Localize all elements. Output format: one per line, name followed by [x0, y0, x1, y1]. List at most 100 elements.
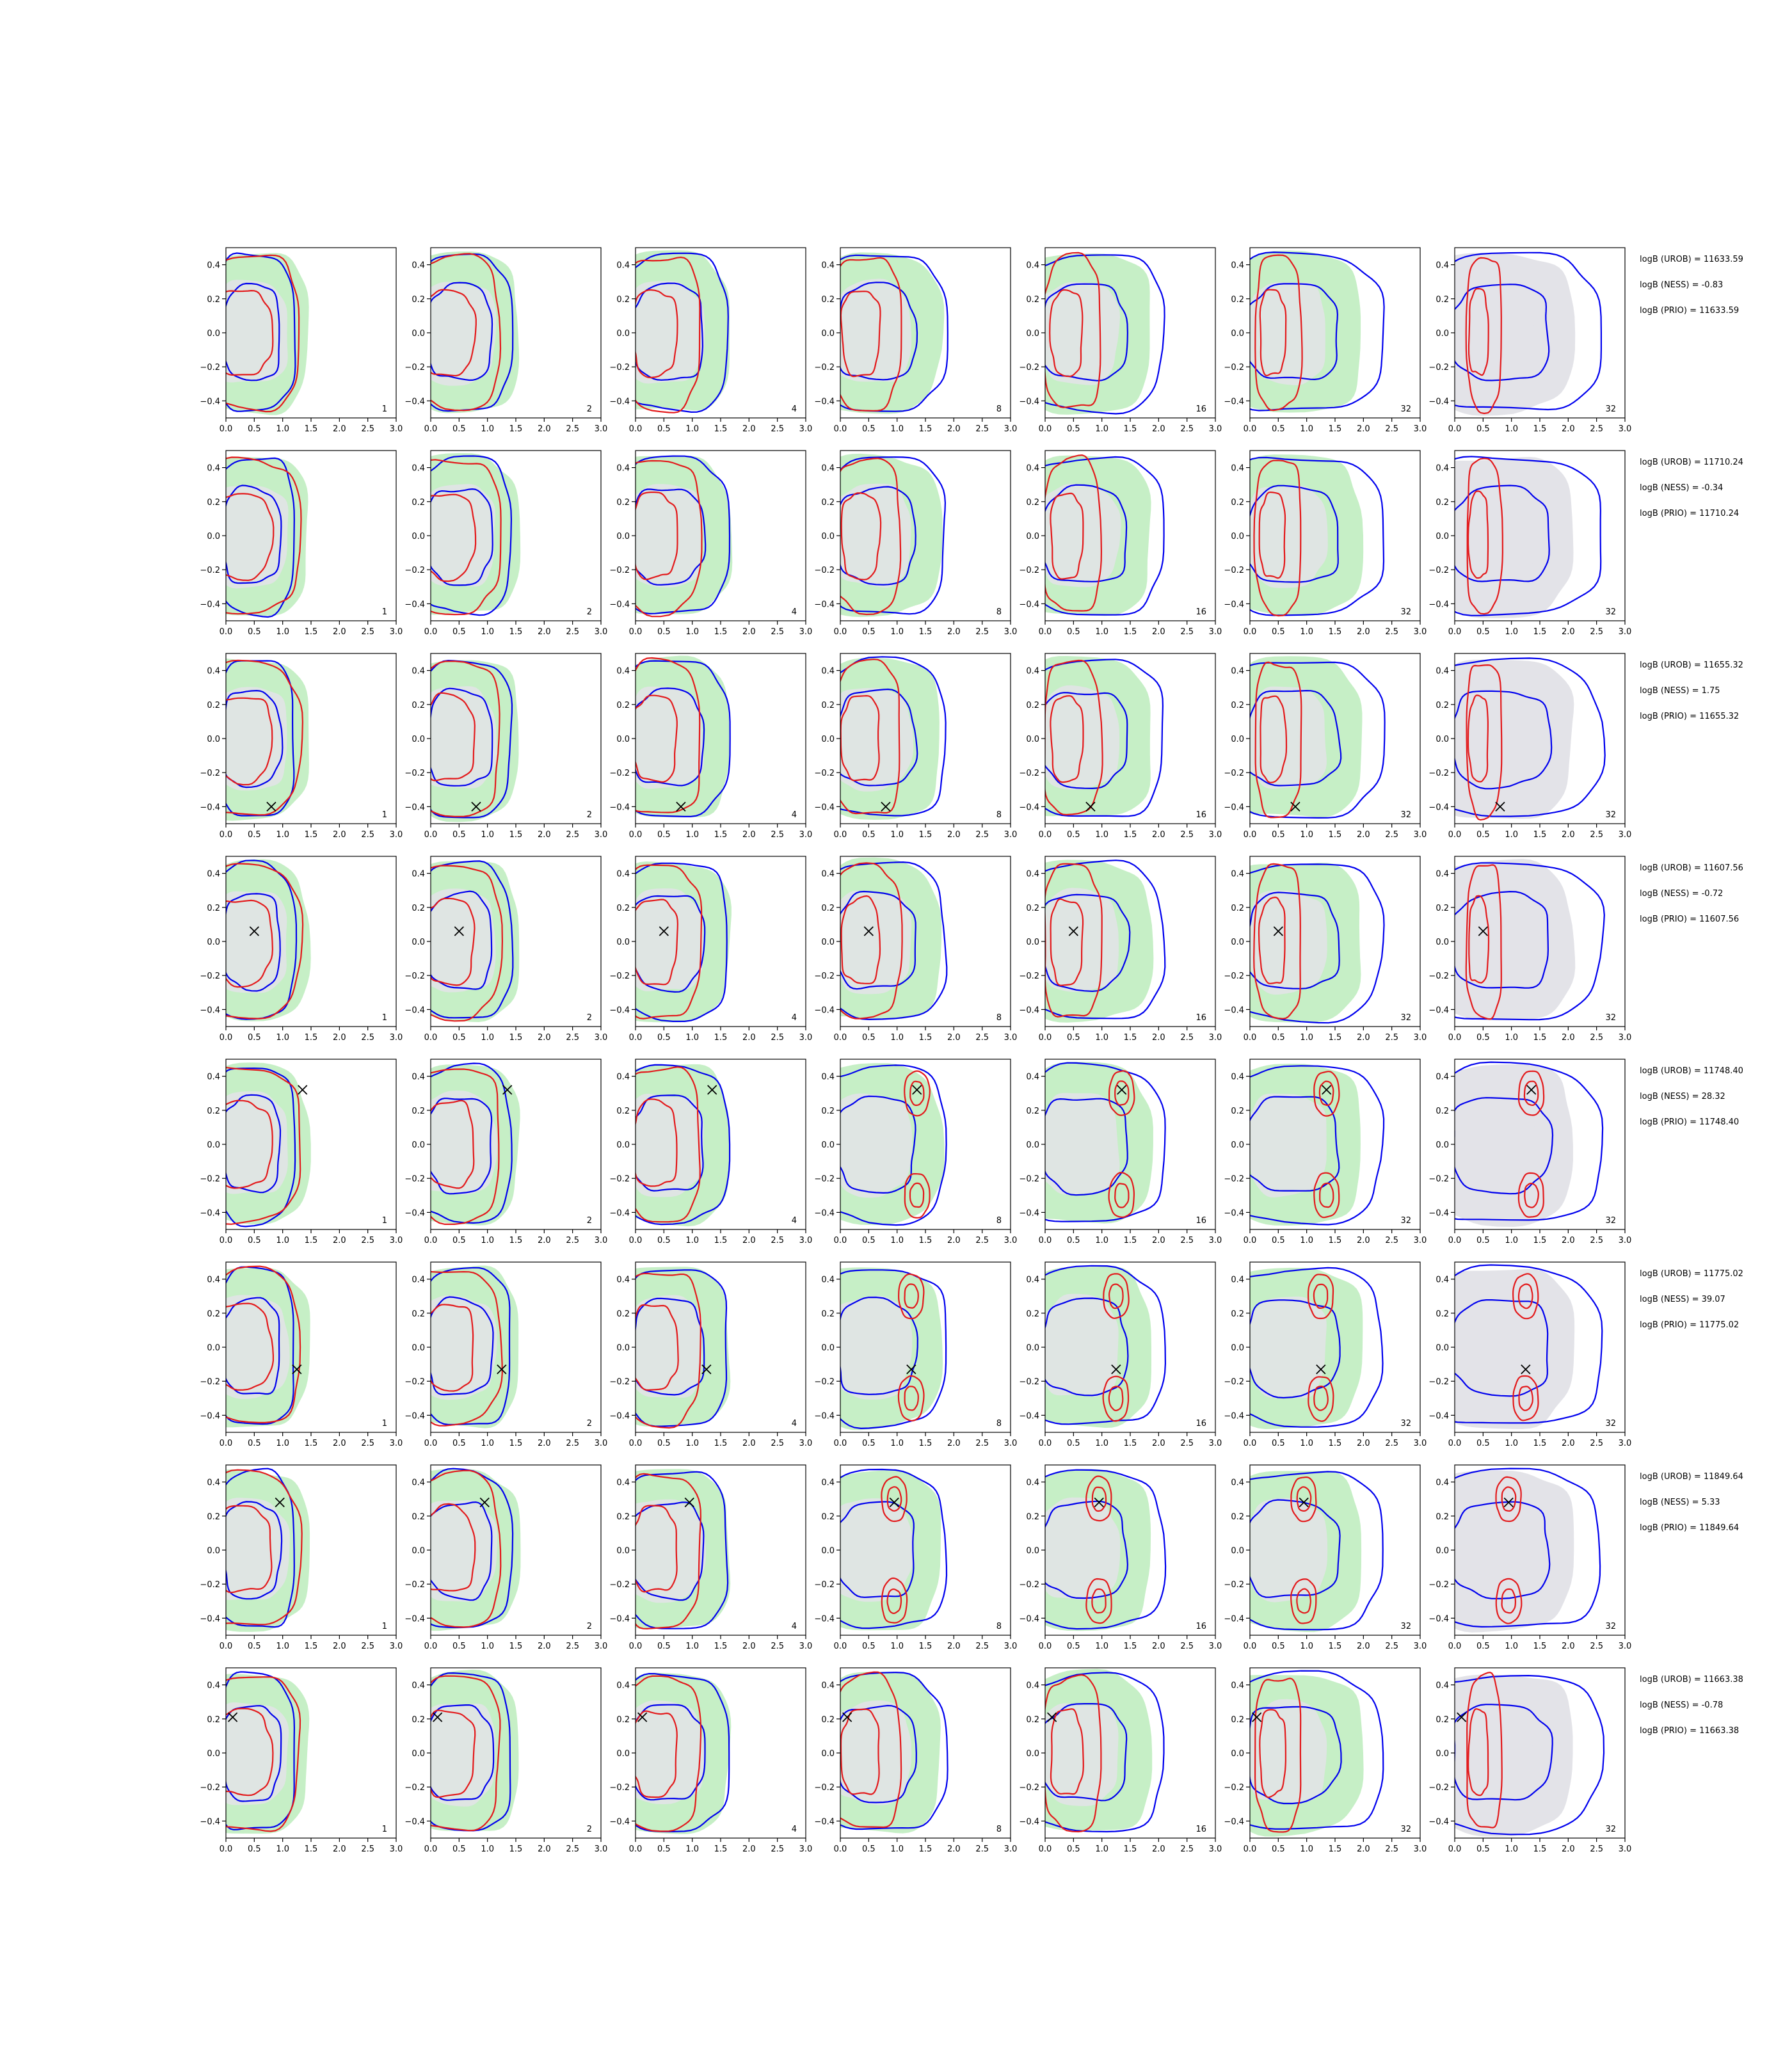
x-tick-label: 3.0	[1414, 1642, 1427, 1651]
red-mode-outer-contour	[1085, 1578, 1112, 1624]
y-tick-label: −0.4	[1428, 1411, 1449, 1421]
y-tick-label: 0.0	[616, 329, 630, 339]
y-tick-label: −0.2	[1224, 769, 1244, 778]
x-tick-label: 0.5	[452, 1642, 466, 1651]
panel-r6-c4: 0.0 0.5 1.0 1.5 2.0 2.5 3.0 0.4 0.2 0.0 −0.2 −0.4 8	[814, 1261, 1017, 1448]
y-tick-label: 0.2	[412, 1715, 425, 1725]
y-tick-label: −0.4	[404, 1005, 425, 1015]
red-inner-contour	[636, 1098, 678, 1187]
panel-r3-c1: 0.0 0.5 1.0 1.5 2.0 2.5 3.0 0.4 0.2 0.0 −0.2 −0.4 1	[200, 653, 403, 840]
red-outer-contour	[431, 1469, 502, 1628]
true-value-marker	[676, 801, 686, 812]
x-tick-label: 1.0	[1300, 830, 1313, 840]
panel-r6-c3: 0.0 0.5 1.0 1.5 2.0 2.5 3.0 0.4 0.2 0.0 −0.2 −0.4 4	[609, 1261, 812, 1448]
true-value-marker	[1478, 926, 1488, 936]
x-tick-label: 2.0	[333, 1642, 346, 1651]
blue-outer-contour	[226, 457, 295, 618]
logb-text: logB (NESS) = -0.34	[1640, 483, 1723, 493]
y-tick-label: −0.2	[1428, 566, 1449, 575]
logb-text: logB (PRIO) = 11849.64	[1640, 1523, 1739, 1533]
y-tick-label: −0.4	[1019, 803, 1039, 812]
true-value-marker	[906, 1364, 916, 1375]
prior-core-region	[840, 687, 914, 792]
x-tick-label: 1.5	[305, 424, 318, 434]
red-mode-inner-contour	[1524, 1183, 1539, 1208]
red-inner-contour	[636, 289, 678, 379]
x-tick-label: 0.5	[1476, 1844, 1490, 1854]
red-outer-contour	[431, 253, 502, 412]
x-tick-label: 1.5	[1329, 1033, 1342, 1043]
x-tick-label: 2.0	[1562, 1642, 1575, 1651]
red-inner-contour	[226, 289, 274, 376]
x-tick-label: 1.5	[714, 1236, 728, 1245]
blue-inner-contour	[226, 1705, 282, 1802]
x-tick-label: 1.5	[1533, 1033, 1547, 1043]
blue-inner-contour	[636, 1094, 704, 1192]
blue-outer-contour	[840, 656, 947, 817]
prior-core-region	[1455, 1700, 1533, 1804]
y-tick-label: 0.4	[821, 1478, 835, 1488]
red-outer-contour	[226, 1469, 303, 1626]
x-tick-label: 1.5	[919, 1236, 932, 1245]
panel-number-label: 16	[1196, 1825, 1206, 1834]
x-tick-label: 1.5	[305, 1033, 318, 1043]
red-mode-outer-contour	[904, 1173, 931, 1219]
x-tick-label: 3.0	[390, 627, 403, 637]
y-tick-label: 0.0	[412, 735, 425, 744]
x-tick-label: 1.5	[714, 1033, 728, 1043]
y-tick-label: −0.2	[1019, 769, 1039, 778]
y-tick-label: 0.2	[1026, 1715, 1039, 1725]
prior-core-region	[226, 1498, 290, 1600]
x-tick-label: 2.0	[947, 1236, 961, 1245]
blue-inner-contour	[431, 282, 493, 381]
y-tick-label: 0.2	[1231, 498, 1244, 508]
panel-number-label: 4	[792, 810, 797, 820]
y-tick-label: 0.4	[1436, 1073, 1449, 1082]
x-tick-label: 2.5	[566, 1033, 579, 1043]
panel-r8-c7: 0.0 0.5 1.0 1.5 2.0 2.5 3.0 0.4 0.2 0.0 −0.2 −0.4 32	[1428, 1667, 1631, 1854]
red-outer-contour	[840, 1671, 902, 1828]
x-tick-label: 0.5	[1272, 424, 1285, 434]
y-tick-label: 0.0	[1436, 735, 1449, 744]
y-tick-label: 0.2	[207, 498, 220, 508]
y-tick-label: 0.2	[821, 295, 835, 305]
red-mode-outer-contour	[1108, 1070, 1135, 1116]
true-value-marker	[684, 1497, 694, 1508]
x-tick-label: 0.0	[834, 1033, 847, 1043]
red-outer-contour	[226, 1676, 301, 1832]
blue-inner-contour	[840, 688, 918, 787]
x-tick-label: 1.0	[1095, 1033, 1108, 1043]
panel-r6-c5: 0.0 0.5 1.0 1.5 2.0 2.5 3.0 0.4 0.2 0.0 −0.2 −0.4 16	[1019, 1261, 1222, 1448]
x-tick-label: 2.0	[538, 830, 551, 840]
y-tick-label: 0.4	[1026, 1073, 1039, 1082]
y-tick-label: 0.0	[1436, 1140, 1449, 1150]
red-inner-contour	[226, 1302, 274, 1391]
red-inner-contour	[431, 1304, 474, 1392]
x-tick-label: 1.5	[714, 830, 728, 840]
red-inner-contour	[1050, 492, 1084, 580]
y-tick-label: −0.2	[1428, 1783, 1449, 1793]
red-outer-contour	[840, 862, 903, 1020]
x-tick-label: 2.0	[333, 627, 346, 637]
x-tick-label: 2.0	[947, 1033, 961, 1043]
x-tick-label: 0.5	[657, 830, 671, 840]
y-tick-label: −0.2	[609, 972, 630, 981]
y-tick-label: −0.2	[609, 769, 630, 778]
logb-text: logB (UROB) = 11710.24	[1640, 458, 1743, 467]
x-tick-label: 2.0	[947, 1439, 961, 1448]
y-tick-label: 0.2	[207, 1107, 220, 1116]
red-mode-outer-contour	[1085, 1475, 1112, 1522]
red-inner-contour	[1258, 491, 1286, 579]
y-tick-label: −0.4	[609, 1005, 630, 1015]
true-value-marker	[1503, 1497, 1514, 1508]
x-tick-label: 1.0	[1300, 627, 1313, 637]
red-outer-contour	[226, 863, 304, 1020]
x-tick-label: 1.0	[685, 1642, 699, 1651]
blue-outer-contour	[840, 1269, 947, 1430]
x-tick-label: 2.5	[771, 1033, 784, 1043]
blue-outer-contour	[1455, 862, 1605, 1021]
y-tick-label: 0.2	[821, 1512, 835, 1522]
x-tick-label: 0.5	[862, 1033, 876, 1043]
y-tick-label: −0.4	[609, 1614, 630, 1624]
y-tick-label: 0.2	[207, 701, 220, 710]
